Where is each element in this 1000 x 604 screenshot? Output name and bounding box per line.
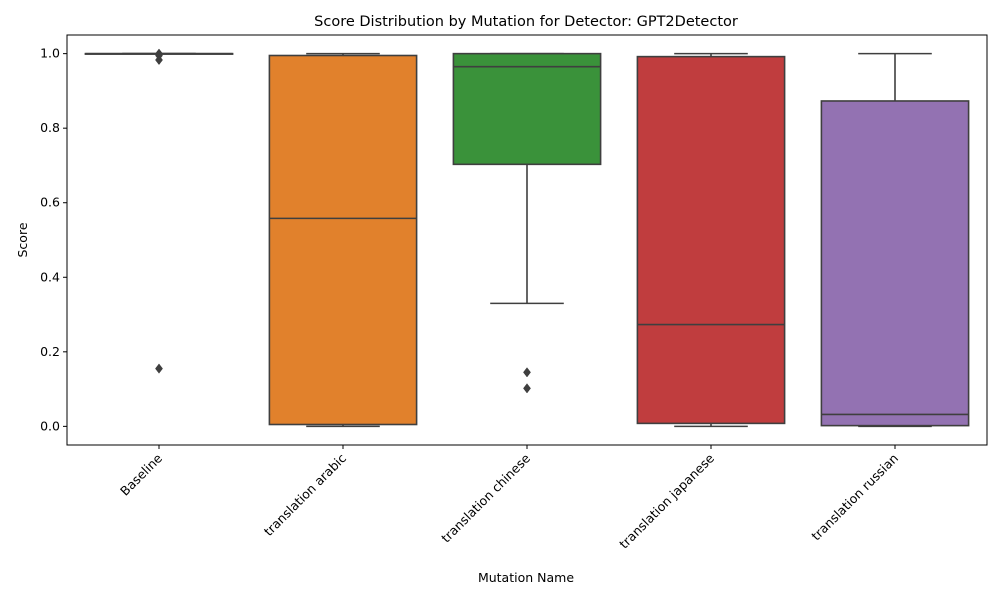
y-tick-label: 1.0 — [40, 46, 60, 61]
y-tick-label: 0.0 — [40, 418, 60, 433]
outlier-point — [155, 54, 163, 66]
y-tick-label: 0.4 — [40, 269, 60, 284]
box-translation-arabic — [268, 54, 418, 426]
x-tick-label: translation russian — [808, 451, 901, 544]
outlier-point — [523, 367, 531, 378]
y-axis-label: Score — [15, 222, 30, 257]
plot-area: 0.0 0.2 0.4 0.6 0.8 1.0 Baseline translation ar… — [40, 34, 988, 551]
box-translation-russian — [820, 100, 970, 427]
box-translation-japanese — [636, 55, 786, 425]
y-tick-label: 0.2 — [40, 344, 60, 359]
x-tick-label: translation japanese — [616, 450, 717, 551]
x-tick-label: translation arabic — [261, 450, 349, 538]
x-tick-label: Baseline — [117, 450, 165, 498]
outlier-point — [155, 363, 163, 374]
x-axis-label: Mutation Name — [478, 570, 574, 585]
outlier-point — [523, 383, 531, 394]
box-translation-chinese — [452, 52, 602, 166]
chart-title: Score Distribution by Mutation for Detec… — [314, 14, 738, 30]
y-tick-label: 0.6 — [40, 195, 60, 210]
y-tick-label: 0.8 — [40, 120, 60, 135]
x-tick-label: translation chinese — [438, 450, 533, 545]
